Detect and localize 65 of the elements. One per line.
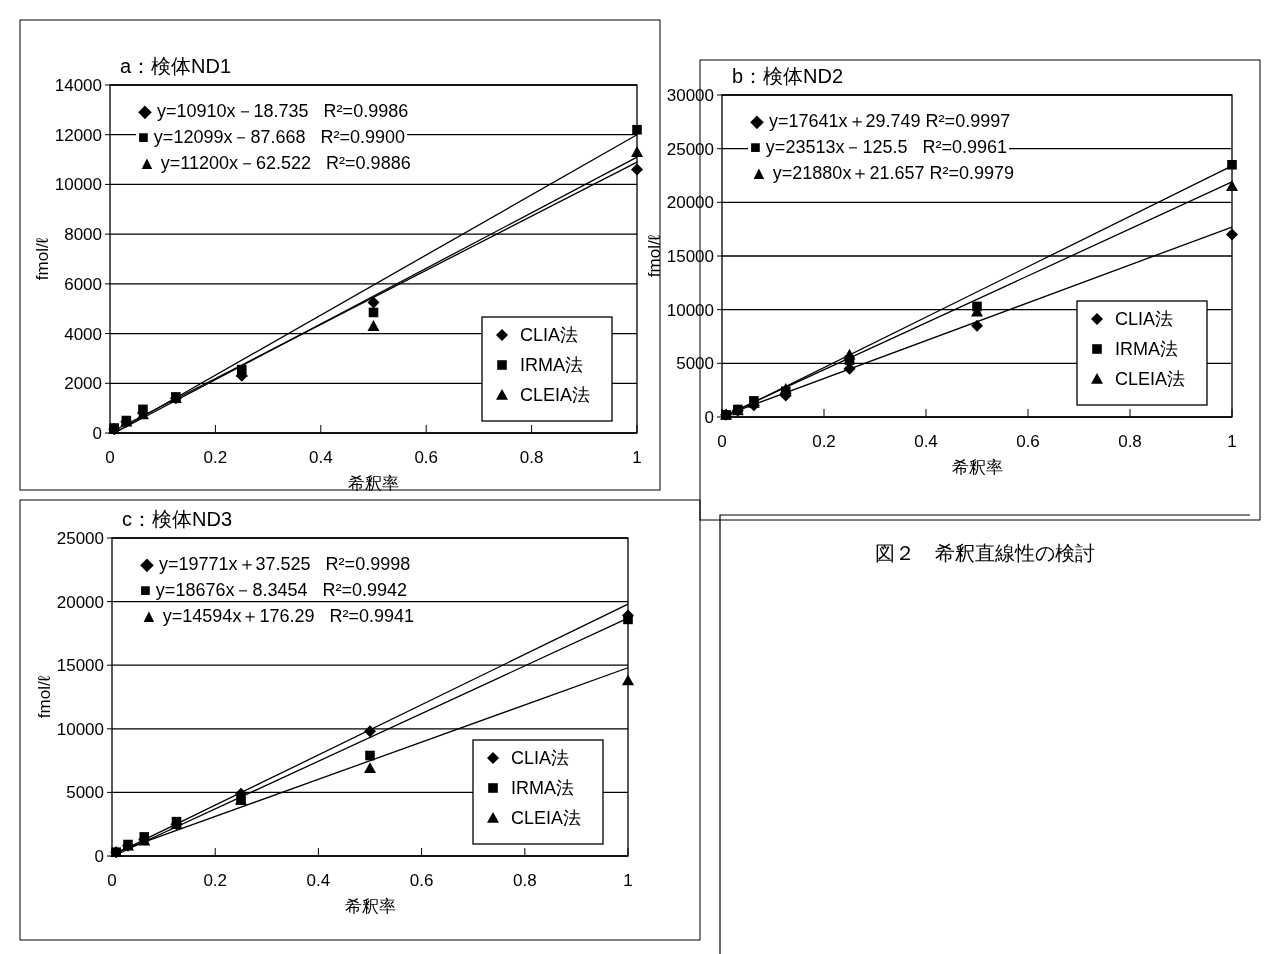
annotation: ◆ y=10910x－18.735 R²=0.9986: [138, 101, 409, 121]
y-axis-title: fmol/ℓ: [645, 234, 664, 278]
annotation: ■ y=12099x－87.668 R²=0.9900: [138, 127, 406, 147]
x-tick-label: 0: [717, 432, 727, 451]
x-axis-title: 希釈率: [348, 474, 399, 493]
legend-label: IRMA法: [1115, 339, 1178, 359]
y-tick-label: 10000: [56, 719, 104, 739]
x-tick-label: 0.8: [1118, 432, 1142, 451]
annotation: ▲ y=11200x－62.522 R²=0.9886: [138, 153, 411, 173]
chart-title: b：検体ND2: [732, 65, 844, 87]
y-tick-label: 10000: [666, 300, 714, 320]
y-tick-label: 25000: [666, 139, 714, 159]
legend-label: CLIA法: [1115, 309, 1174, 329]
legend-label: CLEIA法: [511, 808, 582, 828]
y-tick-label: 20000: [56, 592, 104, 612]
x-tick-label: 0.8: [512, 871, 537, 890]
text: 図２ 希釈直線性の検討: [875, 542, 1095, 564]
legend-label: IRMA法: [511, 778, 574, 798]
x-tick-label: 0.4: [308, 448, 333, 467]
y-tick-label: 8000: [64, 225, 102, 245]
y-tick-label: 15000: [56, 656, 104, 676]
annotation: ▲ y=14594x＋176.29 R²=0.9941: [140, 606, 414, 626]
x-axis-title: 希釈率: [951, 458, 1003, 477]
legend-label: CLIA法: [511, 748, 570, 768]
y-tick-label: 0: [94, 847, 104, 866]
x-tick-label: 0.6: [409, 871, 434, 890]
x-tick-label: 0.4: [914, 432, 938, 451]
y-tick-label: 6000: [64, 274, 102, 294]
y-tick-label: 14000: [54, 76, 102, 95]
annotation: ◆ y=19771x＋37.525 R²=0.9998: [140, 554, 411, 574]
y-tick-label: 0: [704, 408, 714, 427]
y-tick-label: 15000: [666, 247, 714, 266]
chart-title: a：検体ND1: [120, 55, 232, 77]
x-tick-label: 0.2: [812, 432, 836, 451]
annotation: ■ y=18676x－8.3454 R²=0.9942: [140, 580, 408, 600]
chart-title: c：検体ND3: [122, 508, 233, 530]
legend-label: CLEIA法: [1115, 369, 1186, 389]
annotation: ▲ y=21880x＋21.657 R²=0.9979: [750, 163, 1014, 183]
legend-label: CLEIA法: [520, 385, 591, 405]
y-tick-label: 30000: [666, 86, 714, 105]
y-axis-title: fmol/ℓ: [33, 237, 52, 281]
y-tick-label: 4000: [64, 324, 102, 344]
x-tick-label: 0.4: [306, 871, 331, 890]
y-tick-label: 5000: [66, 783, 104, 803]
annotation: ◆ y=17641x＋29.749 R²=0.9997: [750, 111, 1011, 131]
x-tick-label: 0.8: [519, 448, 544, 467]
x-tick-label: 0.6: [414, 448, 439, 467]
y-tick-label: 5000: [676, 354, 714, 374]
x-tick-label: 0.2: [203, 871, 228, 890]
x-tick-label: 0: [107, 871, 117, 890]
y-tick-label: 12000: [54, 125, 102, 145]
x-axis-title: 希釈率: [344, 897, 396, 916]
x-tick-label: 1: [623, 871, 633, 890]
x-tick-label: 0.2: [203, 448, 228, 467]
annotation: ■ y=23513x－125.5 R²=0.9961: [750, 137, 1008, 157]
x-tick-label: 0.6: [1016, 432, 1040, 451]
legend-label: CLIA法: [520, 325, 579, 345]
x-tick-label: 1: [1227, 432, 1237, 451]
y-tick-label: 20000: [666, 193, 714, 213]
y-axis-title: fmol/ℓ: [35, 675, 54, 719]
y-tick-label: 2000: [64, 374, 102, 394]
y-tick-label: 25000: [56, 529, 104, 548]
x-tick-label: 1: [632, 448, 642, 467]
y-tick-label: 10000: [54, 175, 102, 195]
legend-label: IRMA法: [520, 355, 583, 375]
